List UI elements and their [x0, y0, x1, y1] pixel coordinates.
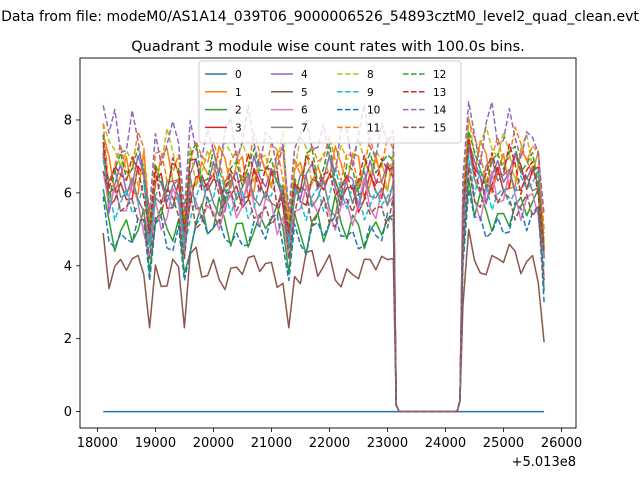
series-line-8	[102, 115, 545, 413]
series-line-14	[102, 100, 545, 413]
x-tick-label: 21000	[251, 436, 292, 451]
plot-frame	[79, 57, 577, 429]
x-tick-label: 25000	[483, 436, 524, 451]
legend-label-8: 8	[367, 69, 374, 81]
chart-title: Quadrant 3 module wise count rates with …	[131, 39, 525, 55]
x-tick-label: 22000	[309, 436, 350, 451]
x-tick-label: 18000	[77, 436, 118, 451]
series-line-10	[102, 188, 545, 413]
legend-label-15: 15	[433, 122, 446, 134]
series-line-12	[102, 130, 545, 413]
y-tick-label: 2	[64, 332, 72, 347]
legend-label-0: 0	[235, 69, 242, 81]
x-tick-label: 26000	[541, 436, 582, 451]
legend-label-5: 5	[301, 87, 308, 99]
x-tick-label: 23000	[367, 436, 408, 451]
legend-label-6: 6	[301, 105, 308, 117]
y-tick-label: 4	[64, 259, 72, 274]
legend-label-3: 3	[235, 122, 242, 134]
series-line-15	[102, 166, 545, 413]
y-tick-label: 0	[64, 405, 72, 420]
legend-label-7: 7	[301, 122, 308, 134]
x-offset-label: +5.013e8	[512, 455, 576, 470]
series-line-4	[102, 141, 545, 413]
y-tick-label: 6	[64, 186, 72, 201]
y-tick-label: 8	[64, 113, 72, 128]
legend-label-4: 4	[301, 69, 308, 81]
x-tick-label: 24000	[425, 436, 466, 451]
legend-box	[198, 60, 462, 144]
legend-label-1: 1	[235, 87, 242, 99]
y-axis: 0 2 4 6 8	[64, 113, 80, 420]
legend-label-13: 13	[433, 87, 446, 99]
legend-label-12: 12	[433, 69, 446, 81]
series-layer	[102, 100, 545, 413]
x-tick-label: 20000	[193, 436, 234, 451]
x-axis: 18000 19000 20000 21000 22000 23000 24000 25000…	[77, 428, 582, 451]
series-line-9	[102, 155, 545, 413]
legend-label-9: 9	[367, 87, 374, 99]
series-line-3	[102, 144, 545, 413]
series-line-6	[102, 162, 545, 413]
legend-label-14: 14	[433, 105, 447, 117]
chart-suptitle: Data from file: modeM0/AS1A14_039T06_900…	[1, 9, 639, 25]
legend-label-11: 11	[367, 122, 380, 134]
legend-label-2: 2	[235, 105, 242, 117]
series-line-7	[102, 144, 545, 413]
x-tick-label: 19000	[135, 436, 176, 451]
legend-label-10: 10	[367, 105, 380, 117]
series-line-13	[102, 137, 545, 413]
